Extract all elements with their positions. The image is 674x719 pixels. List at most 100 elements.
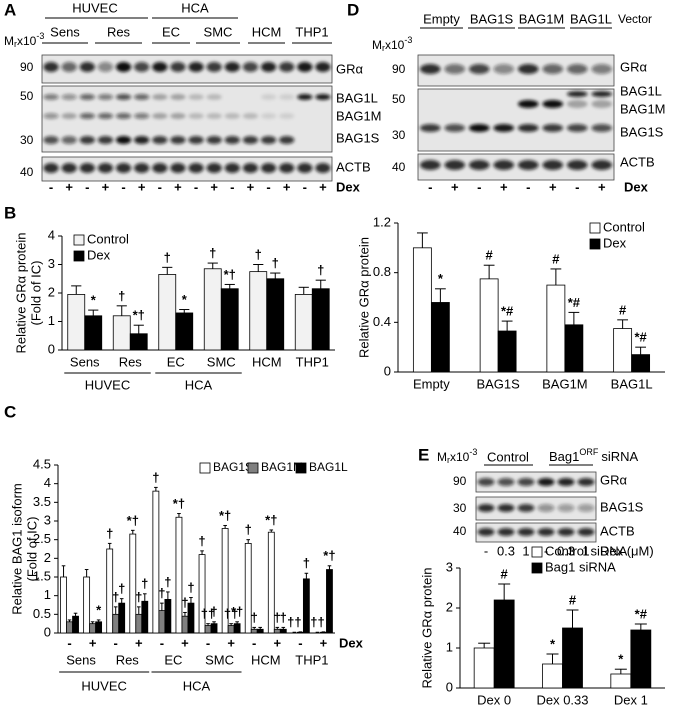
error-bar	[71, 285, 82, 295]
sign: +	[451, 179, 459, 194]
blot-band	[566, 100, 588, 108]
blot-band	[152, 136, 168, 144]
legend-swatch	[589, 238, 601, 250]
annotation: #	[552, 251, 560, 266]
sign: +	[549, 179, 557, 194]
y-tick-label: 1	[446, 639, 453, 654]
blot-band	[315, 94, 331, 100]
mr-text: x10	[17, 34, 37, 48]
x-tick-label: +	[89, 635, 97, 650]
marker: 40	[392, 160, 406, 174]
blot-band	[206, 136, 222, 144]
error-bar	[617, 319, 629, 329]
bar	[141, 600, 149, 634]
blot-band	[517, 504, 535, 512]
blot-band	[497, 528, 515, 536]
x-tick-label: BAG1M	[542, 376, 588, 391]
mr-text: -3	[469, 447, 477, 457]
y-axis-label: Relative GRα protein	[13, 233, 28, 354]
x-tick-label: +	[181, 635, 189, 650]
y-axis-label: Relative GRα protein	[419, 568, 434, 689]
blot-band	[170, 62, 186, 72]
blot-band	[115, 113, 132, 119]
bar	[220, 288, 239, 351]
blot-band	[566, 64, 588, 74]
bar	[497, 330, 517, 373]
blot-band	[493, 160, 515, 170]
group-label: Control	[487, 449, 529, 464]
bar	[84, 315, 103, 351]
marker: 30	[20, 133, 34, 147]
bar	[564, 324, 584, 373]
y-tick-label: 2	[44, 550, 51, 565]
annotation: †	[251, 610, 258, 625]
dose: 0.3	[557, 543, 575, 558]
blot-band	[557, 478, 575, 486]
x-tick-label: Dex 1	[614, 692, 648, 707]
error-bar	[281, 626, 286, 630]
annotation: ††	[310, 615, 324, 630]
x-group-label: HUVEC	[81, 678, 127, 693]
x-tick-label: SMC	[207, 354, 236, 369]
blot-bands	[477, 504, 595, 512]
blot-band	[477, 528, 495, 536]
x-tick-label: Dex 0	[477, 692, 511, 707]
annotation: *†	[127, 513, 139, 528]
blot-band	[170, 163, 186, 173]
annotation: †	[118, 581, 125, 596]
blot-band	[97, 163, 114, 173]
error-bar	[478, 642, 491, 648]
error-bar	[207, 262, 218, 269]
bar	[83, 576, 91, 634]
sign: +	[138, 179, 146, 194]
blot-band	[115, 62, 132, 72]
blot-band	[79, 163, 95, 173]
group-label: HCA	[181, 0, 209, 15]
sign: -	[575, 179, 579, 194]
blot-band	[279, 94, 295, 100]
blot-band	[61, 113, 77, 119]
lane-group: HCM	[252, 24, 282, 39]
annotation: †	[152, 470, 159, 485]
error-bar	[113, 606, 118, 615]
bar	[66, 621, 73, 634]
sign: +	[598, 179, 606, 194]
y-tick-label: 0	[48, 341, 55, 356]
panel-label: D	[347, 0, 359, 19]
blot-band	[297, 163, 313, 173]
bar	[479, 278, 499, 373]
error-bar	[546, 653, 559, 664]
marker: 40	[20, 165, 34, 179]
blot-band	[134, 113, 150, 119]
blot-band	[260, 94, 277, 100]
annotation: †	[106, 526, 113, 541]
blot-band	[537, 478, 555, 486]
sign: +	[65, 179, 73, 194]
error-bar	[327, 565, 332, 570]
y-tick-label: 0	[44, 624, 51, 639]
mr-text: r	[382, 43, 385, 53]
error-bar	[252, 626, 257, 630]
legend-label: BAG1L	[309, 460, 348, 474]
bar	[60, 576, 67, 634]
blot-band	[61, 136, 77, 144]
bar	[72, 615, 79, 634]
error-bar	[162, 266, 173, 275]
bar	[233, 623, 241, 634]
error-bar	[166, 591, 170, 600]
marker: 50	[392, 92, 406, 106]
protein: ACTB	[336, 159, 371, 174]
blot-band	[260, 163, 277, 173]
sign: +	[500, 179, 508, 194]
x-subgroup-label: EC	[164, 652, 182, 667]
annotation: *†	[224, 267, 236, 282]
blot-band	[43, 163, 59, 173]
error-bar	[235, 621, 239, 624]
annotation: †	[303, 556, 310, 571]
error-bar	[88, 309, 99, 316]
blot-band	[260, 62, 277, 72]
error-bar	[253, 264, 264, 272]
lane-group: BAG1L	[570, 11, 612, 26]
bar	[158, 274, 177, 351]
error-bar	[298, 286, 309, 295]
